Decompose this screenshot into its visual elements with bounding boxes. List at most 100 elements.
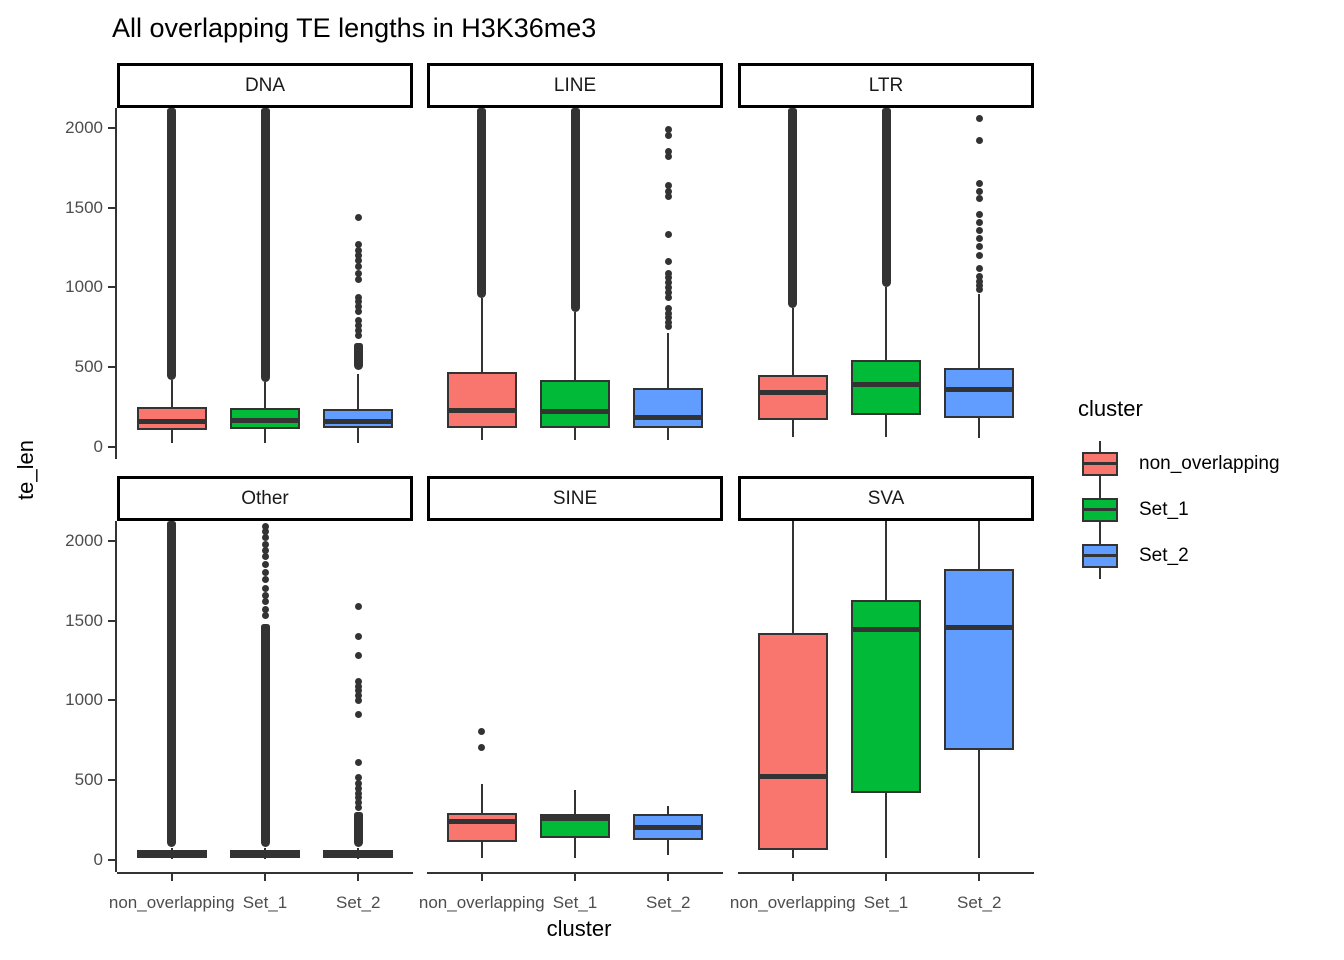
outlier-dot [975,277,983,285]
outlier-dot [354,263,362,271]
legend-label-Set_1: Set_1 [1139,499,1189,520]
outlier-dot [354,773,362,781]
outlier-dot [975,272,983,280]
y-tick-label: 0 [93,437,103,457]
whisker-upper [791,521,794,634]
x-tick-label-Set_1: Set_1 [863,893,909,912]
median-line [851,382,921,388]
median-line [757,773,828,779]
facet-strip-label: LINE [553,74,597,96]
y-tick-label: 2000 [65,530,103,550]
whisker-upper [667,332,670,388]
outlier-dot [354,213,362,221]
whisker-lower [978,418,981,439]
x-tick-label-non_overlapping: non_overlapping [108,893,235,912]
facet-strip-ltr: LTR [738,63,1034,108]
y-tick-label: 1000 [65,277,103,297]
outlier-dot [664,279,672,287]
outlier-dot [975,194,983,202]
whisker-upper [357,373,360,410]
outlier-dot [354,317,362,325]
outlier-dot [354,682,362,690]
legend-key-non_overlapping [1081,441,1119,487]
outlier-dot [664,148,672,156]
y-tick [108,366,115,369]
x-tick-label-Set_2: Set_2 [646,893,691,912]
outlier-dot [664,132,672,140]
y-tick [108,859,115,862]
x-tick-label-Set_1: Set_1 [242,893,288,912]
y-tick-label: 1500 [65,197,103,217]
y-tick [108,539,115,542]
outlier-dot [664,323,672,331]
outlier-dot [975,218,983,226]
outlier-dot [354,803,362,811]
outlier-dot [975,242,983,250]
legend-key-median [1084,462,1116,465]
outlier-dot [664,258,672,266]
y-tick-label: 500 [74,770,103,790]
x-tick [574,874,576,881]
boxplot-box-non_overlapping [446,372,517,428]
whisker-upper [170,847,173,851]
x-tick-label-Set_1: Set_1 [552,893,598,912]
outlier-dot [354,247,362,255]
outlier-dot [975,180,983,188]
whisker-lower [170,857,173,860]
outlier-dot [354,784,362,792]
median-line [633,824,704,830]
x-tick [885,874,887,881]
whisker-upper [480,297,483,373]
outlier-dot [354,799,362,807]
outlier-column [881,108,891,288]
whisker-upper [978,521,981,569]
facet-panel-other [117,521,413,872]
outlier-dot [664,314,672,322]
facet-strip-label: SVA [867,487,905,509]
outlier-dot [664,309,672,317]
whisker-upper [791,308,794,376]
legend-key-median [1084,508,1116,511]
outlier-dot [975,114,983,122]
outlier-dot [261,585,269,593]
x-tick-label-Set_2: Set_2 [957,893,1002,912]
outlier-dot [664,269,672,277]
median-line [446,819,517,825]
facet-strip-dna: DNA [117,63,413,108]
whisker-lower [885,415,887,438]
outlier-dot [354,711,362,719]
y-tick [108,446,115,449]
outlier-dot [354,276,362,283]
x-tick [978,874,981,881]
median-line [323,851,394,857]
median-line [944,625,1015,631]
outlier-dot [975,252,983,260]
whisker-lower [357,857,360,860]
median-line [230,417,300,423]
outlier-dot [664,231,672,239]
outlier-column [477,108,487,298]
x-tick [264,874,266,881]
whisker-upper [667,805,670,814]
x-tick-label-non_overlapping: non_overlapping [729,893,856,912]
outlier-dot [261,561,269,569]
median-line [633,415,704,421]
legend-key-Set_1 [1081,487,1119,533]
outlier-dot [354,303,362,311]
whisker-lower [978,749,981,858]
outlier-dot [354,298,362,306]
outlier-dot [354,794,362,802]
outlier-column [167,108,177,381]
outlier-dot [664,283,672,291]
facet-panel-dna [117,108,413,459]
median-line [323,419,394,425]
outlier-column [260,623,270,848]
y-tick-label: 2000 [65,117,103,137]
outlier-dot [975,282,983,290]
facet-strip-sva: SVA [738,476,1034,521]
facet-strip-label: SINE [552,487,598,509]
outlier-dot [261,523,269,531]
x-axis-line [738,872,1034,874]
outlier-dot [478,744,486,752]
whisker-lower [480,427,483,440]
